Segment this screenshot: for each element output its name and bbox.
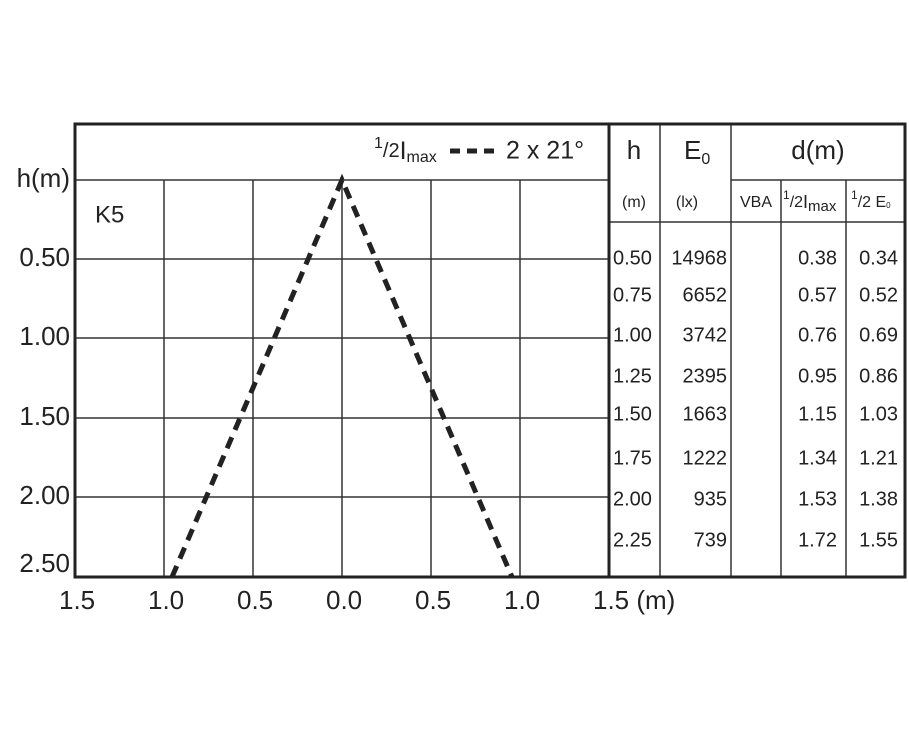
table-cell: 1.72 <box>798 529 837 551</box>
table-cell: 2.00 <box>613 488 652 510</box>
sup: 1 <box>783 188 790 202</box>
lamp-label: K5 <box>95 201 124 228</box>
table-cell: 1.03 <box>859 403 898 425</box>
table-rows: 0.50 14968 0.38 0.34 0.75 6652 0.57 0.52 1.00 374… <box>613 247 898 551</box>
grid <box>75 124 905 577</box>
table-cell: 0.86 <box>859 365 898 387</box>
y-label: 2.50 <box>19 548 70 578</box>
header-e-text: E <box>684 135 701 165</box>
table-cell: 2395 <box>683 365 728 387</box>
x-label: 0.5 <box>415 585 451 615</box>
y-labels: 0.50 1.00 1.50 2.00 2.50 <box>19 242 70 578</box>
table-cell: 1.50 <box>613 403 652 425</box>
table-cell: 0.69 <box>859 324 898 346</box>
table-cell: 1.34 <box>798 447 837 469</box>
legend-sup: 1 <box>374 135 383 152</box>
x-label: 1.0 <box>504 585 540 615</box>
table-cell: 1.00 <box>613 324 652 346</box>
frame <box>73 122 907 579</box>
table-cell: 6652 <box>683 284 728 306</box>
table-cell: 1.53 <box>798 488 837 510</box>
x-label: 1.5 <box>59 585 95 615</box>
legend-symbol: I <box>400 137 407 165</box>
table-cell: 14968 <box>671 247 727 269</box>
table-cell: 739 <box>694 529 727 551</box>
x-label: 1.0 <box>148 585 184 615</box>
x-label: 0.0 <box>326 585 362 615</box>
symbol: I <box>803 192 808 212</box>
sub: max <box>808 198 837 215</box>
table-cell: 0.57 <box>798 284 837 306</box>
table-cell: 2.25 <box>613 529 652 551</box>
y-label: 0.50 <box>19 242 70 272</box>
legend-angle: 2 x 21° <box>506 137 584 165</box>
table-cell: 0.50 <box>613 247 652 269</box>
legend: 1/2Imax <box>374 135 437 166</box>
y-axis-title: h(m) <box>17 163 70 193</box>
table-cell: 1.25 <box>613 365 652 387</box>
legend-dot <box>453 148 457 152</box>
den: /2 <box>790 194 803 211</box>
y-label: 1.00 <box>19 321 70 351</box>
table-cell: 0.34 <box>859 247 898 269</box>
x-label: 1.5 (m) <box>593 585 675 615</box>
table-cell: 0.75 <box>613 284 652 306</box>
table-cell: 0.38 <box>798 247 837 269</box>
header-h-unit: (m) <box>622 194 646 211</box>
legend-den: /2 <box>383 140 400 162</box>
beam-outline <box>169 173 515 578</box>
table-cell: 0.52 <box>859 284 898 306</box>
header-e-sub: 0 <box>701 151 710 168</box>
sub: 0 <box>886 201 891 210</box>
table-cell: 1.75 <box>613 447 652 469</box>
table-cell: 1.55 <box>859 529 898 551</box>
table-cell: 3742 <box>683 324 728 346</box>
table-cell: 1663 <box>683 403 728 425</box>
header-half-imax: 1/2Imax <box>783 188 837 215</box>
table-cell: 1.38 <box>859 488 898 510</box>
den: /2 E <box>858 194 886 211</box>
table-cell: 0.95 <box>798 365 837 387</box>
table-cell: 1.21 <box>859 447 898 469</box>
x-label: 0.5 <box>237 585 273 615</box>
table-cell: 0.76 <box>798 324 837 346</box>
y-label: 1.50 <box>19 401 70 431</box>
header-vba: VBA <box>740 194 772 211</box>
sup: 1 <box>851 188 858 202</box>
legend-sub: max <box>407 149 437 166</box>
x-labels: 1.5 1.0 0.5 0.0 0.5 1.0 1.5 (m) <box>59 585 675 615</box>
header-h: h <box>627 135 641 165</box>
header-e-unit: (lx) <box>676 194 698 211</box>
header-half-e0: 1/2 E0 <box>851 188 891 211</box>
table-cell: 1222 <box>683 447 728 469</box>
y-label: 2.00 <box>19 480 70 510</box>
table-cell: 935 <box>694 488 727 510</box>
header-d: d(m) <box>791 135 844 165</box>
header-e: E0 <box>684 135 710 168</box>
table-cell: 1.15 <box>798 403 837 425</box>
